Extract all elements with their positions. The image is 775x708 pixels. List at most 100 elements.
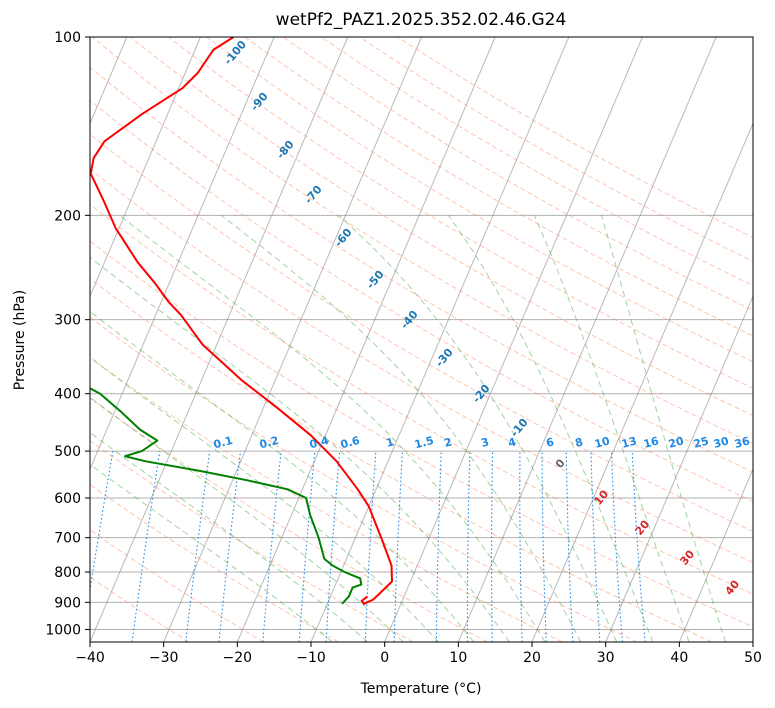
mixing-ratio-line	[131, 451, 161, 642]
skewed-isotherm	[752, 640, 753, 642]
mixing-ratio-line	[218, 451, 242, 642]
moist-adiabat	[90, 256, 510, 642]
dry-adiabat-label: -20	[470, 382, 493, 406]
dry-adiabat	[91, 37, 753, 445]
x-tick-label: 30	[597, 650, 615, 666]
dry-adiabat-label: -80	[274, 138, 297, 162]
mixing-ratio-label: 20	[667, 434, 685, 451]
mixing-ratio-line	[466, 451, 471, 642]
x-axis: −40 −30 −20 −10 0 10 20 30 40 50	[75, 642, 762, 666]
skewed-isotherm	[90, 37, 275, 471]
x-axis-label: Temperature (°C)	[360, 681, 482, 697]
moist-adiabat	[533, 215, 690, 642]
x-tick-label: −40	[75, 650, 105, 666]
dry-adiabat-label: -40	[398, 308, 421, 332]
mixing-ratio-label: 0.1	[212, 434, 234, 452]
skewed-isotherm	[605, 295, 753, 642]
moist-adiabat	[90, 356, 439, 642]
skewed-isotherm	[531, 122, 753, 642]
y-tick-label: 100	[54, 30, 81, 46]
moist-adiabat-label: 40	[722, 577, 742, 597]
y-tick-label: 200	[54, 208, 81, 224]
x-tick-label: −10	[296, 650, 326, 666]
dry-adiabat	[90, 356, 563, 642]
mixing-ratio-label: 1	[385, 435, 396, 450]
mixing-ratio-label: 4	[507, 435, 518, 450]
mixing-ratio-line	[610, 451, 623, 642]
dry-adiabat	[90, 168, 753, 563]
mixing-ratio-label: 3	[480, 435, 491, 450]
dry-adiabat	[90, 66, 753, 473]
moist-adiabat	[447, 215, 654, 642]
moist-adiabat-label: 20	[632, 517, 652, 537]
mixing-ratio-label: 30	[712, 434, 730, 451]
y-tick-label: 600	[54, 491, 81, 507]
dry-adiabat	[90, 316, 638, 642]
temperature-profile-line	[90, 37, 393, 605]
mixing-ratio-line	[435, 451, 442, 642]
mixing-ratio-label: 0.6	[339, 434, 362, 452]
mixing-ratio-label: 2	[443, 435, 454, 450]
dry-adiabat	[206, 37, 753, 363]
dry-adiabat	[90, 133, 753, 533]
moist-adiabat	[220, 214, 582, 642]
skewed-isotherm	[236, 37, 496, 642]
dry-adiabat	[90, 576, 190, 642]
dry-adiabat	[90, 203, 753, 595]
mixing-ratio-line	[631, 451, 646, 642]
plot-frame	[89, 36, 754, 643]
x-tick-label: −30	[149, 650, 179, 666]
x-tick-label: −20	[223, 650, 253, 666]
mixing-ratio-label: 36	[733, 434, 751, 451]
y-tick-label: 900	[54, 595, 81, 611]
mixing-ratio-label: 1.5	[413, 434, 435, 452]
mixing-ratio-line	[364, 451, 377, 642]
mixing-ratio-label: 8	[574, 435, 585, 450]
x-tick-label: 50	[744, 650, 762, 666]
y-axis-label: Pressure (hPa)	[12, 290, 28, 390]
mixing-ratio-label: 13	[620, 434, 638, 451]
mixing-ratio-label: 0.2	[258, 434, 280, 452]
y-axis: 100 200 300 400 500 600 700 800 900 1000	[45, 30, 90, 638]
dry-adiabat	[244, 37, 753, 337]
dry-adiabat-label: -50	[364, 268, 387, 292]
y-tick-label: 1000	[45, 622, 81, 638]
mixing-ratio-line	[590, 451, 601, 642]
mixing-ratio-line	[185, 451, 211, 642]
skewed-isotherm	[678, 467, 753, 642]
y-tick-label: 300	[54, 313, 81, 329]
dry-adiabat	[90, 240, 753, 628]
line-annotations: -100-90-80-70-60-50-40-30-20-100.1 0.2 0.4…	[212, 38, 752, 598]
dry-adiabat	[90, 99, 753, 502]
mixing-ratio-label: 10	[593, 434, 611, 451]
moist-adiabat	[90, 463, 333, 642]
dry-adiabat	[282, 37, 753, 312]
x-tick-label: 0	[380, 650, 389, 666]
y-tick-label: 500	[54, 444, 81, 460]
skewed-isotherm	[90, 37, 349, 642]
mixing-ratio-label: 25	[692, 434, 710, 451]
dry-adiabat	[90, 278, 712, 642]
skewed-isotherm	[163, 37, 422, 642]
series-lines	[90, 37, 393, 605]
skewed-isotherm	[310, 37, 570, 642]
chart-title: wetPf2_PAZ1.2025.352.02.46.G24	[276, 10, 567, 30]
moist-adiabat	[90, 396, 404, 642]
y-tick-label: 400	[54, 387, 81, 403]
dewpoint-profile-line	[90, 387, 363, 605]
dry-adiabat	[90, 529, 264, 642]
moist-adiabat	[338, 214, 618, 642]
skewed-isotherm	[90, 37, 201, 298]
dry-adiabat-label: -30	[433, 346, 456, 370]
mixing-ratio-line	[565, 451, 574, 642]
dry-adiabat	[168, 37, 753, 389]
mixing-ratio-line	[262, 451, 282, 642]
mixing-ratio-line	[90, 451, 114, 594]
skewed-isotherm	[384, 37, 643, 642]
moist-adiabat	[90, 310, 475, 642]
dry-adiabat	[359, 37, 753, 263]
moist-adiabat-label: 0	[553, 456, 568, 470]
moist-adiabat-label: 30	[677, 547, 697, 567]
dry-adiabat-label: -60	[332, 226, 355, 250]
